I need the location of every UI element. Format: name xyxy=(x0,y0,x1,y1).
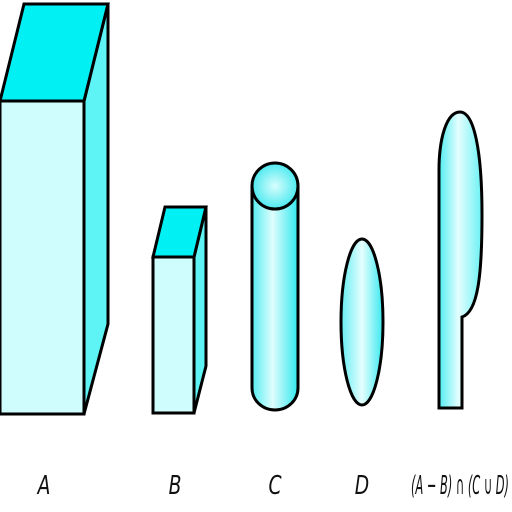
shape-a-top-face xyxy=(0,2,110,103)
result-shape xyxy=(437,110,484,410)
shape-c-cap xyxy=(250,161,300,211)
shape-a-front-face xyxy=(0,99,86,416)
label-b: B xyxy=(169,471,182,501)
shape-a-box xyxy=(0,2,110,416)
label-result: (A − B) ∩ (C ∪ D) xyxy=(411,471,509,501)
label-a: A xyxy=(36,471,50,501)
shape-b-front-face xyxy=(151,255,196,415)
shape-c-cylinder xyxy=(250,161,300,412)
label-c: C xyxy=(268,471,281,501)
shape-d-ellipsoid xyxy=(339,237,385,407)
shape-c-body xyxy=(250,186,300,412)
shape-b-box xyxy=(151,205,208,415)
shape-b-top-face xyxy=(151,205,208,259)
label-d: D xyxy=(355,471,369,501)
